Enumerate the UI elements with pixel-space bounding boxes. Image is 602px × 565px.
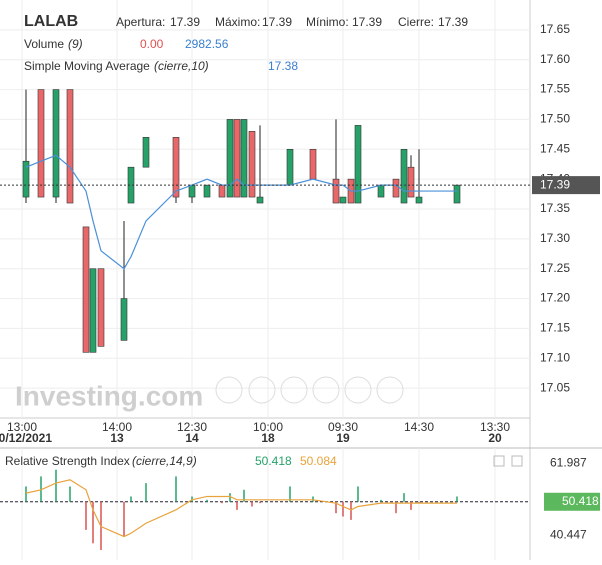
legend-params: (9) (68, 37, 83, 51)
candle-body (354, 125, 362, 204)
candle-body (188, 184, 196, 198)
y-tick-label: 17.45 (540, 141, 570, 155)
header-label: Cierre: (398, 15, 434, 29)
legend-value: 50.418 (255, 454, 292, 468)
y-tick-label: 17.50 (540, 112, 570, 126)
candle-body (97, 268, 105, 347)
x-tick-label: 10/12/2021 (0, 431, 52, 445)
candle-body (240, 119, 248, 198)
y-tick-label: 17.55 (540, 82, 570, 96)
x-tick-label: 13:30 (480, 420, 510, 434)
price-tag-label: 50.418 (562, 494, 599, 508)
price-tag (532, 176, 600, 195)
x-tick-label: 20 (488, 431, 502, 445)
x-tick-label: 13:00 (7, 420, 37, 434)
candle-body (37, 89, 45, 198)
candle-body (339, 196, 347, 204)
legend-name: Volume (24, 37, 64, 51)
x-tick-label: 12:30 (177, 420, 207, 434)
candle-body (248, 131, 256, 198)
y-tick-label: 17.10 (540, 350, 570, 364)
candle-body (142, 137, 150, 168)
y-tick-label: 17.60 (540, 52, 570, 66)
candle-body (172, 137, 180, 198)
price-tag-label: 17.39 (540, 177, 570, 191)
y-tick-label: 17.35 (540, 201, 570, 215)
y-tick-label: 40.447 (550, 527, 587, 541)
y-tick-label: 17.30 (540, 231, 570, 245)
y-tick-label: 17.05 (540, 380, 570, 394)
candle-body (120, 298, 128, 341)
x-tick-label: 18 (261, 431, 275, 445)
y-tick-label: 17.20 (540, 291, 570, 305)
candle-body (392, 178, 400, 198)
legend-value: 50.084 (300, 454, 337, 468)
candle-body (66, 89, 74, 204)
candle-body (203, 184, 211, 198)
x-tick-label: 19 (336, 431, 350, 445)
header-label: Mínimo: (306, 15, 349, 29)
legend-params: (cierre,14,9) (132, 454, 197, 468)
legend-name: Relative Strength Index (5, 454, 130, 468)
header-value: 17.39 (170, 15, 200, 29)
candle-body (22, 160, 30, 198)
candle-body (82, 226, 90, 353)
header-label: Apertura: (116, 15, 165, 29)
candle-body (286, 148, 294, 186)
candle-body (233, 119, 241, 198)
candle-body (89, 268, 97, 353)
legend-value: 17.38 (268, 59, 298, 73)
header-value: 17.39 (438, 15, 468, 29)
header-value: 17.39 (262, 15, 292, 29)
y-tick-label: 17.65 (540, 22, 570, 36)
candle-body (256, 196, 264, 204)
candle-body (226, 119, 234, 198)
candle-body (52, 89, 60, 198)
candle-body (407, 166, 415, 198)
header-label: Máximo: (215, 15, 260, 29)
x-tick-label: 14 (185, 431, 199, 445)
candle-body (332, 178, 340, 204)
y-tick-label: 17.25 (540, 261, 570, 275)
candle-body (400, 148, 408, 204)
x-tick-label: 09:30 (328, 420, 358, 434)
watermark: Investing.com (15, 380, 203, 411)
x-tick-label: 10:00 (253, 420, 283, 434)
legend-value: 2982.56 (185, 37, 229, 51)
candle-body (453, 184, 461, 204)
candle-body (415, 196, 423, 204)
toolbar (215, 376, 404, 404)
marks (0, 89, 530, 353)
x-tick-label: 14:30 (404, 420, 434, 434)
y-tick-label: 17.15 (540, 321, 570, 335)
legend-params: (cierre,10) (154, 59, 209, 73)
legend-value: 0.00 (140, 37, 164, 51)
x-tick-label: 13 (110, 431, 124, 445)
rsi-signal (25, 479, 457, 538)
candle-body (309, 148, 317, 180)
y-tick-label: 61.987 (550, 455, 587, 469)
candle-body (377, 184, 385, 198)
symbol: LALAB (24, 13, 78, 30)
legend-name: Simple Moving Average (24, 59, 150, 73)
price-tag (544, 492, 600, 511)
candle-body (218, 184, 226, 198)
x-tick-label: 14:00 (102, 420, 132, 434)
panel-buttons[interactable] (493, 455, 523, 467)
header-value: 17.39 (352, 15, 382, 29)
